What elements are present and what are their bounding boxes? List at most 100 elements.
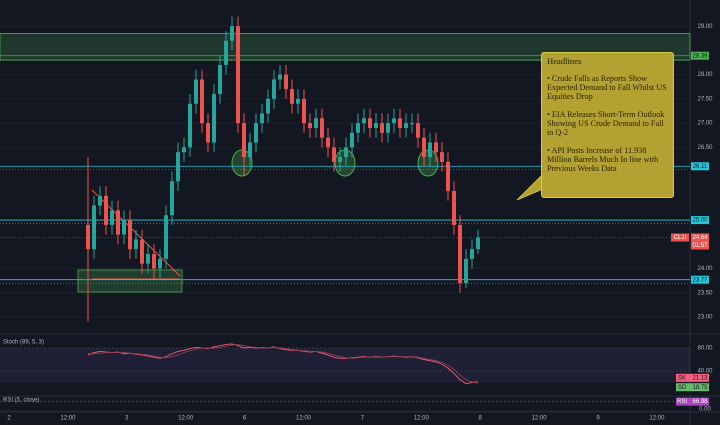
candle-body <box>284 74 288 90</box>
level-label: 26.11 <box>693 164 708 170</box>
rsi-tick-label: 0.00 <box>699 407 711 413</box>
candle-body <box>332 147 336 162</box>
candle-body <box>128 220 132 250</box>
x-tick-label: 8 <box>479 416 483 422</box>
candle-body <box>314 118 318 128</box>
candle-body <box>422 137 426 158</box>
candle-body <box>404 123 408 128</box>
headline-item: • EIA Releases Short-Term Outlook Showin… <box>547 110 665 137</box>
rsi-badge <box>676 397 709 406</box>
x-tick-label: 12:00 <box>60 416 76 422</box>
candle-body <box>368 118 372 128</box>
candle-body <box>446 161 450 191</box>
candle-body <box>302 98 306 124</box>
candle-body <box>218 64 222 95</box>
candle-body <box>146 253 150 264</box>
candle-body <box>470 249 474 259</box>
stoch-tick-label: 80.00 <box>697 346 713 352</box>
candle-body <box>134 239 138 250</box>
support-zone <box>77 269 183 293</box>
y-tick-label: 23.00 <box>697 315 713 321</box>
stoch-value-label: 21.13 <box>692 375 708 381</box>
candle-body <box>254 123 258 143</box>
x-tick-label: 3 <box>125 416 129 422</box>
stoch-title: Stoch (89, 5, 3) <box>3 340 44 346</box>
symbol-badge <box>671 233 689 242</box>
candle-body <box>308 123 312 128</box>
level-label: 28.39 <box>692 53 708 59</box>
stoch-badge <box>676 383 709 392</box>
level-label: 23.77 <box>692 277 708 283</box>
candle-body <box>350 132 354 148</box>
y-tick-label: 27.00 <box>697 121 713 127</box>
candle-body <box>380 123 384 133</box>
candle-body <box>260 113 264 124</box>
x-tick-label: 12:00 <box>649 416 665 422</box>
candle-body <box>464 258 468 284</box>
candle-body <box>110 210 114 225</box>
y-tick-label: 28.00 <box>697 72 713 78</box>
candle-body <box>188 103 192 148</box>
stoch-badge <box>676 373 709 382</box>
candle-body <box>170 181 174 216</box>
last-price-label: 24.64 <box>692 235 708 241</box>
candle-body <box>86 224 90 250</box>
candle-body <box>476 237 480 250</box>
candle-body <box>200 79 204 124</box>
x-tick-label: 12:00 <box>296 416 312 422</box>
candle-body <box>176 152 180 182</box>
candle-body <box>266 98 270 114</box>
level-badge <box>691 51 709 60</box>
x-tick-label: 12:00 <box>178 416 194 422</box>
candle-body <box>398 118 402 128</box>
candle-body <box>392 118 396 124</box>
y-tick-label: 26.50 <box>697 145 713 151</box>
candle-body <box>428 142 432 158</box>
x-tick-label: 12:00 <box>414 416 430 422</box>
stoch-band <box>0 348 690 383</box>
candle-body <box>326 137 330 148</box>
level-label: 25.00 <box>692 218 708 224</box>
stoch-line <box>88 344 479 384</box>
candle-body <box>434 142 438 153</box>
rsi-title: RSI (5, close) <box>3 398 39 404</box>
headline-item: • API Posts Increase of 11.938 Million B… <box>547 146 659 173</box>
candle-body <box>182 147 186 153</box>
candle-body <box>386 123 390 133</box>
candle-body <box>194 79 198 104</box>
candle-body <box>440 152 444 162</box>
candle-body <box>338 157 342 162</box>
candle-body <box>212 94 216 143</box>
countdown-label: 01:57 <box>692 243 708 249</box>
candle-body <box>98 195 102 206</box>
headline-item: • Crude Falls as Reports Show Expected D… <box>547 74 667 101</box>
candle-body <box>272 79 276 99</box>
candle-body <box>140 239 144 264</box>
candle-body <box>362 118 366 124</box>
candle-body <box>416 123 420 138</box>
x-tick-label: 12:00 <box>532 416 548 422</box>
candle-body <box>206 123 210 143</box>
candle-body <box>230 26 234 41</box>
candle-body <box>236 26 240 124</box>
candle-body <box>278 74 282 80</box>
candle-body <box>242 123 246 158</box>
y-tick-label: 24.00 <box>697 266 713 272</box>
candle-body <box>158 258 162 269</box>
rsi-legend: RSI <box>677 399 687 405</box>
stoch-legend: SD <box>678 385 687 391</box>
candle-body <box>410 123 414 125</box>
y-tick-label: 23.50 <box>697 290 713 296</box>
candle-body <box>320 118 324 138</box>
candle-body <box>458 224 462 284</box>
stoch-legend: SK <box>678 375 686 381</box>
headlines-box: Headlines • Crude Falls as Reports Show … <box>541 52 674 198</box>
stoch-tick-label: 40.00 <box>697 369 713 375</box>
level-badge <box>691 275 709 284</box>
x-tick-label: 9 <box>596 416 600 422</box>
stoch-value-label: 18.75 <box>692 385 708 391</box>
headlines-title: Headlines <box>547 56 582 66</box>
x-tick-label: 2 <box>7 416 11 422</box>
x-tick-label: 6 <box>243 416 247 422</box>
